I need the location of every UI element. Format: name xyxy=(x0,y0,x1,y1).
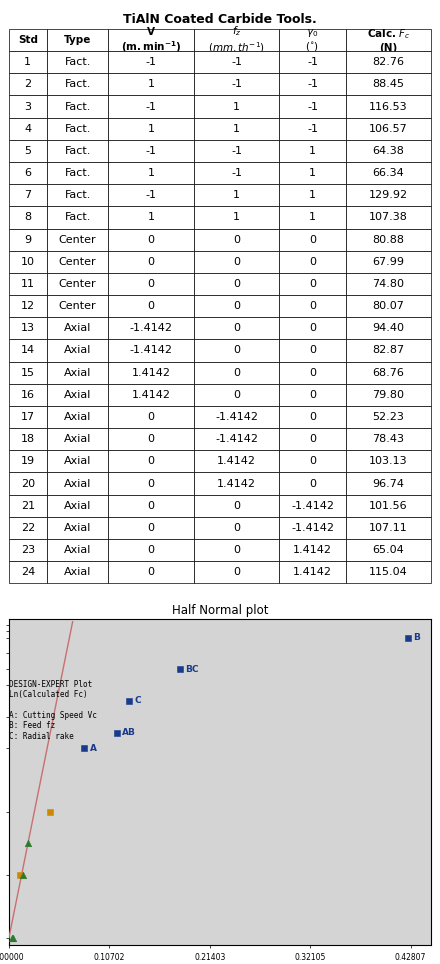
Text: A: A xyxy=(89,744,96,753)
Text: DESIGN-EXPERT Plot
Ln(Calculated Fc)

A: Cutting Speed Vc
B: Feed fz
C: Radial r: DESIGN-EXPERT Plot Ln(Calculated Fc) A: … xyxy=(9,680,97,740)
Point xyxy=(404,629,411,645)
Text: BC: BC xyxy=(185,665,199,674)
Point xyxy=(125,693,132,709)
Text: TiAlN Coated Carbide Tools.: TiAlN Coated Carbide Tools. xyxy=(123,13,317,26)
Point xyxy=(8,930,15,946)
Point xyxy=(19,868,26,883)
Point xyxy=(47,804,54,819)
Point xyxy=(176,661,183,677)
Text: AB: AB xyxy=(122,728,136,737)
Title: Half Normal plot: Half Normal plot xyxy=(172,604,268,617)
Point xyxy=(17,868,24,883)
Point xyxy=(10,930,17,946)
Text: B: B xyxy=(413,633,420,642)
Text: C: C xyxy=(135,696,141,706)
Point xyxy=(24,836,31,851)
Point xyxy=(113,725,120,740)
Point xyxy=(81,740,88,756)
